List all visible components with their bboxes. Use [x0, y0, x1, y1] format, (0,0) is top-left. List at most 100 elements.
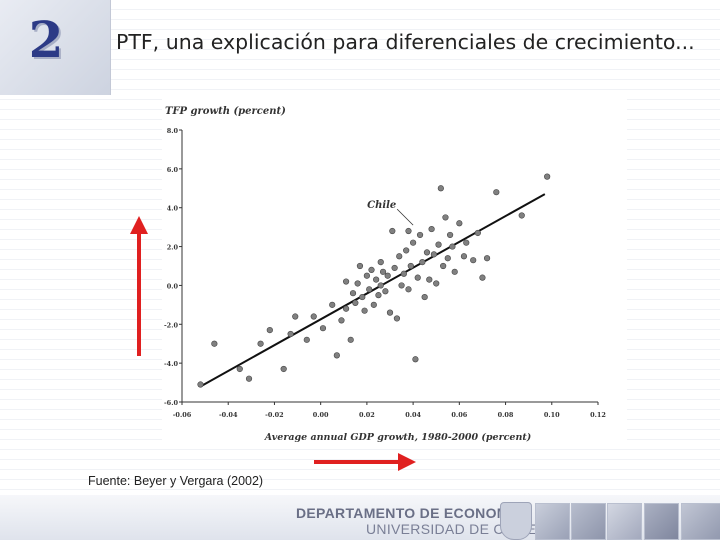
scatter-point	[379, 268, 387, 275]
scatter-point	[446, 231, 454, 239]
trend-line	[200, 193, 546, 388]
scatter-point	[377, 282, 384, 289]
scatter-point	[197, 381, 204, 388]
scatter-point	[352, 299, 359, 307]
scatter-point	[382, 288, 389, 295]
scatter-point	[245, 375, 253, 382]
scatter-point	[375, 292, 382, 299]
scatter-point	[423, 249, 431, 256]
y-axis-title: TFP growth (percent)	[165, 106, 286, 117]
y-tick-label: -2.0	[164, 321, 178, 329]
scatter-point	[356, 262, 364, 270]
scatter-point	[398, 282, 405, 289]
university-name: UNIVERSIDAD DE CHILE	[366, 521, 537, 537]
scatter-point	[463, 239, 470, 246]
scatter-point	[396, 253, 403, 260]
scatter-point	[430, 251, 438, 258]
scatter-point	[363, 272, 370, 279]
scatter-point	[359, 293, 366, 301]
scatter-point	[329, 301, 336, 308]
scatter-point	[347, 336, 354, 343]
y-tick-label: -6.0	[164, 399, 178, 407]
scatter-point	[416, 231, 424, 239]
scatter-point	[421, 293, 428, 301]
scatter-point	[419, 259, 426, 266]
scatter-point	[236, 365, 243, 373]
scatter-point	[338, 317, 345, 324]
scatter-point	[414, 274, 421, 281]
source-note: Fuente: Beyer y Vergara (2002)	[88, 474, 264, 488]
scatter-point	[442, 214, 449, 221]
y-tick-label: 8.0	[167, 127, 179, 135]
chart-panel: 8.0 6.0 4.0 2.0 0.0 -2.0 -4.0 -6.0 -0.06 -0.04 -0.…	[162, 99, 627, 449]
scatter-point	[377, 259, 384, 266]
scatter-point	[544, 173, 551, 180]
scatter-point	[437, 185, 444, 192]
x-tick-label: 0.08	[498, 411, 514, 419]
scatter-point	[518, 212, 525, 219]
scatter-point	[342, 278, 350, 285]
scatter-point	[474, 229, 481, 237]
scatter-point	[368, 266, 375, 273]
scatter-point	[292, 313, 299, 320]
scatter-point	[342, 305, 350, 312]
y-tick-label: 2.0	[167, 244, 179, 252]
scatter-point	[354, 280, 361, 287]
scatter-point	[391, 264, 398, 272]
scatter-point	[493, 189, 500, 196]
scatter-point	[405, 286, 412, 293]
footer-photo-2	[571, 503, 606, 540]
scatter-point	[266, 327, 273, 334]
scatter-point	[386, 309, 394, 316]
x-tick-label: 0.06	[451, 411, 467, 419]
scatter-point	[361, 307, 368, 314]
x-axis-title: Average annual GDP growth, 1980-2000 (pe…	[264, 432, 531, 443]
scatter-point	[280, 365, 287, 373]
y-tick-label: 4.0	[167, 205, 179, 213]
footer-photo-5	[681, 503, 720, 540]
scatter-point	[460, 253, 468, 260]
scatter-point	[410, 239, 417, 246]
y-tick-label: 6.0	[167, 166, 179, 174]
scatter-point	[451, 268, 458, 275]
university-seal-icon	[500, 502, 532, 540]
scatter-point	[373, 276, 380, 283]
department-name: DEPARTAMENTO DE ECONOMIA	[296, 505, 524, 521]
scatter-point	[211, 340, 218, 347]
annotation-leader	[396, 208, 414, 226]
scatter-point	[456, 220, 463, 227]
scatter-point	[287, 330, 294, 338]
scatter-point	[483, 255, 491, 262]
scatter-point	[444, 255, 451, 262]
scatter-point	[426, 276, 433, 283]
scatter-chart: 8.0 6.0 4.0 2.0 0.0 -2.0 -4.0 -6.0 -0.06 -0.04 -0.…	[164, 106, 606, 443]
slide-title: PTF, una explicación para diferenciales …	[116, 30, 695, 54]
slide-number: 2	[28, 10, 64, 69]
y-tick-label: -4.0	[164, 360, 178, 368]
chile-annotation-label: Chile	[367, 200, 396, 211]
x-tick-label: -0.04	[219, 411, 238, 419]
scatter-point	[333, 352, 340, 359]
scatter-point	[479, 274, 486, 281]
scatter-point	[428, 225, 435, 233]
scatter-point	[400, 270, 407, 277]
scatter-point	[403, 247, 410, 254]
footer-photo-3	[607, 503, 642, 540]
scatter-point	[303, 336, 310, 343]
x-tick-label: -0.02	[265, 411, 284, 419]
scatter-point	[389, 227, 396, 235]
x-tick-label: 0.10	[544, 411, 560, 419]
scatter-point	[412, 356, 419, 363]
scatter-point	[349, 290, 357, 297]
scatter-point	[449, 243, 456, 250]
footer-photo-1	[535, 503, 570, 540]
x-tick-label: -0.06	[173, 411, 192, 419]
x-tick-label: 0.12	[590, 411, 606, 419]
slide-number-box: 2	[0, 0, 111, 95]
scatter-point	[405, 227, 412, 235]
scatter-point	[433, 280, 440, 287]
scatter-point	[384, 272, 391, 279]
x-tick-label: 0.02	[359, 411, 375, 419]
scatter-point	[470, 257, 477, 264]
scatter-point	[435, 241, 442, 248]
